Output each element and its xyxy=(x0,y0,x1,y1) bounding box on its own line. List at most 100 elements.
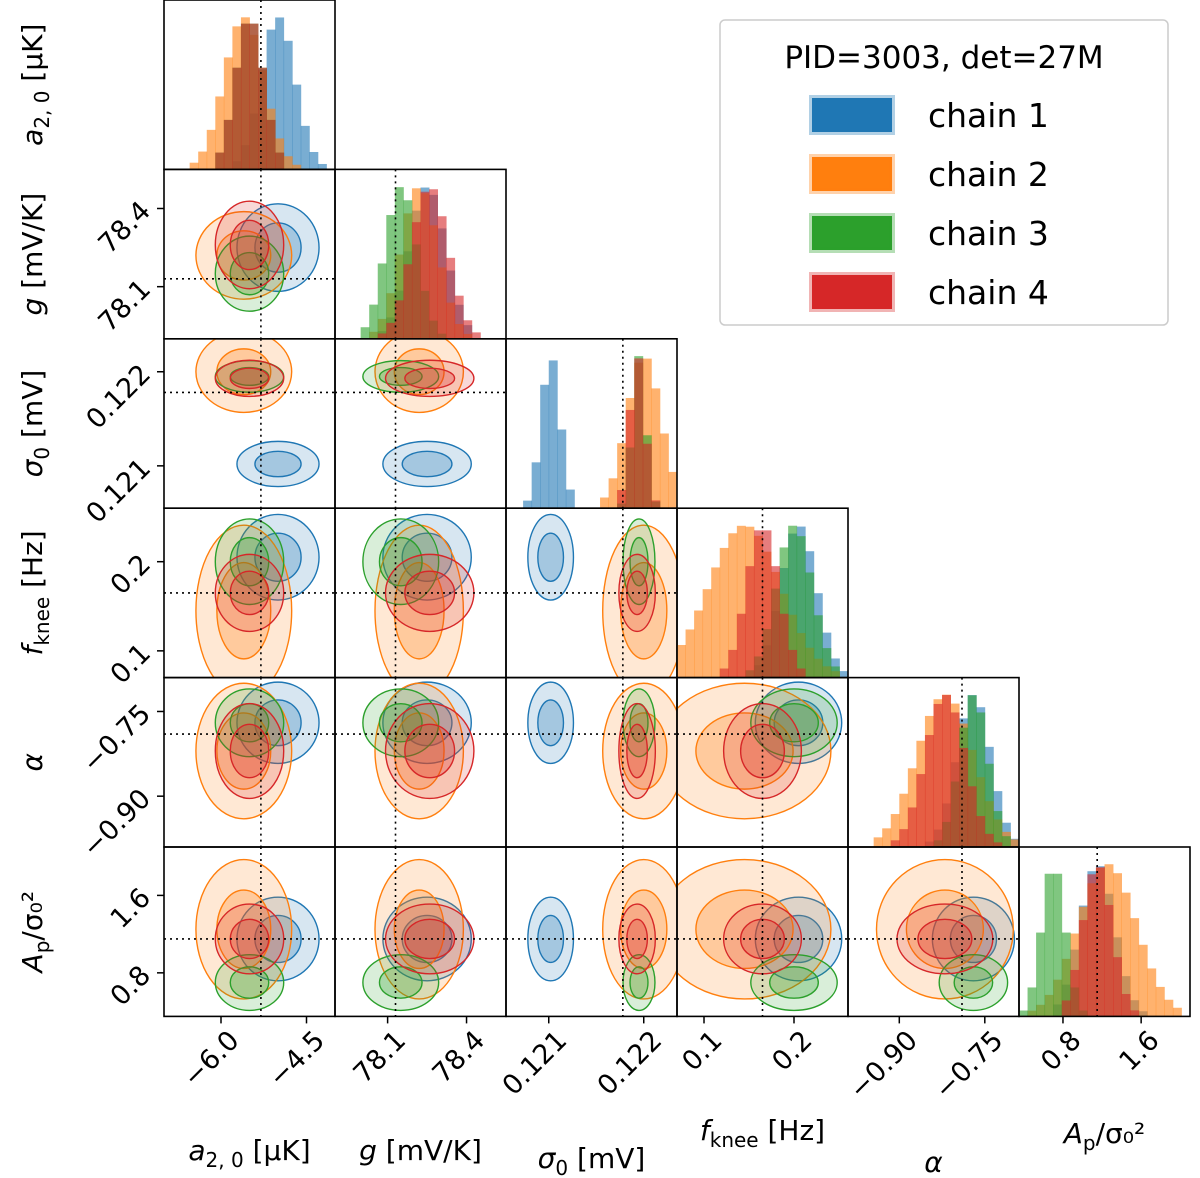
hist-bar xyxy=(232,67,242,170)
contour-outer xyxy=(374,858,465,1000)
y-axis-label-alpha-symbol: α xyxy=(16,753,49,772)
y-tick-label: −0.90 xyxy=(77,783,157,863)
contour-outer xyxy=(677,682,832,820)
contour-outer xyxy=(214,200,285,290)
contour-inner xyxy=(229,219,270,271)
hist-bar xyxy=(394,187,404,339)
hist-bar xyxy=(283,40,293,170)
y-axis-label-fknee: fknee [Hz] xyxy=(16,530,54,655)
hist-bar xyxy=(275,17,285,170)
panel-g-g xyxy=(334,168,507,340)
y-axis-label-a20-unit: [μK] xyxy=(16,24,49,91)
hist-bar xyxy=(198,151,208,170)
contour-outer xyxy=(618,702,657,800)
hist-bar xyxy=(1027,987,1037,1017)
x-axis-label-sigma0-unit: [mV] xyxy=(568,1142,645,1175)
hist-bar xyxy=(984,763,994,847)
x-axis-label-a20-symbol: a xyxy=(188,1134,205,1167)
hist-bar xyxy=(984,833,994,847)
contour-outer xyxy=(938,953,1009,1012)
contour-inner xyxy=(404,570,456,616)
hist-bar xyxy=(1095,867,1105,1017)
panel-Ap-sigma0 xyxy=(505,846,678,1018)
y-axis-label-alpha: α xyxy=(16,753,49,772)
hist-bar xyxy=(736,525,746,678)
hist-bar xyxy=(993,811,1003,847)
y-tick-label: 0.2 xyxy=(105,549,157,601)
x-tick-label: −6.0 xyxy=(177,1025,245,1093)
hist-bar xyxy=(668,471,677,509)
y-axis-label-a20: a2, 0 [μK] xyxy=(16,24,54,146)
hist-bar xyxy=(1044,873,1054,1017)
hist-bar xyxy=(822,648,832,678)
hist-bar xyxy=(959,747,969,847)
x-axis-label-Ap-symbol: A xyxy=(1062,1117,1083,1150)
hist-bar xyxy=(309,151,319,170)
contour-inner xyxy=(537,532,565,583)
hist-bar xyxy=(942,694,951,847)
x-tick-label: −0.75 xyxy=(929,1025,1009,1105)
hist-bar xyxy=(702,589,712,678)
x-tick-label: 78.1 xyxy=(348,1025,412,1089)
x-tick-label: −0.90 xyxy=(843,1025,923,1105)
hist-bar xyxy=(967,786,977,847)
contour-inner xyxy=(216,712,272,790)
panel-sigma0-sigma0 xyxy=(505,337,678,509)
hist-bar xyxy=(1130,918,1140,1017)
legend-entry-label: chain 2 xyxy=(928,155,1049,194)
hist-bar xyxy=(899,793,909,847)
hist-bar xyxy=(728,533,738,678)
contour-outer xyxy=(236,681,320,765)
x-tick-label: −4.5 xyxy=(263,1025,331,1093)
y-axis-label-fknee-subscript: knee xyxy=(30,597,54,646)
y-axis-label-g-symbol: g xyxy=(16,298,49,316)
hist-bar xyxy=(557,429,567,509)
x-axis-label-Ap-unit: /σ₀² xyxy=(1096,1117,1146,1150)
hist-bar xyxy=(933,703,943,847)
x-tick-label: 78.4 xyxy=(427,1025,491,1089)
hist-bar xyxy=(1138,944,1148,1017)
contour-outer xyxy=(374,682,465,820)
contour-outer xyxy=(602,858,677,1000)
y-axis-label-sigma0: σ0 [mV] xyxy=(16,370,54,478)
x-tick-label: 0.2 xyxy=(766,1025,818,1077)
hist-bar xyxy=(916,774,926,847)
hist-bar xyxy=(608,478,618,509)
contour-outer xyxy=(195,210,293,300)
hist-bar xyxy=(796,668,806,678)
contour-outer xyxy=(214,359,285,398)
hist-bar xyxy=(471,332,481,339)
panel-Ap-Ap xyxy=(1018,846,1191,1018)
y-axis-label-Ap-symbol: A xyxy=(16,953,49,974)
panel-fknee-sigma0 xyxy=(505,507,678,679)
hist-bar xyxy=(1172,1007,1182,1017)
y-axis-label-g-unit: [mV/K] xyxy=(16,193,49,298)
legend: PID=3003, det=27M chain 1 chain 2 chain 3 ch… xyxy=(719,19,1169,326)
contour-inner xyxy=(229,723,270,779)
contour-inner xyxy=(229,251,270,296)
contour-outer xyxy=(362,688,440,758)
hist-bar xyxy=(1113,957,1122,1017)
y-tick-label: 0.8 xyxy=(105,960,157,1012)
hist-bar xyxy=(890,840,900,847)
hist-bar xyxy=(779,613,789,678)
hist-bar xyxy=(411,222,421,339)
contour-outer xyxy=(362,953,440,1012)
y-axis-label-a20-symbol: a xyxy=(16,129,49,146)
y-tick-label: 78.1 xyxy=(93,274,157,338)
x-axis-label-a20-subscript: 2, 0 xyxy=(206,1148,244,1172)
hist-bar xyxy=(300,125,310,170)
panel-frame xyxy=(1018,846,1191,1018)
hist-bar xyxy=(762,530,772,678)
hist-bar xyxy=(890,814,900,847)
hist-bar xyxy=(736,613,746,678)
hist-bar xyxy=(1164,999,1174,1017)
contour-outer xyxy=(602,524,677,678)
contour-outer xyxy=(618,553,657,633)
hist-bar xyxy=(386,215,396,339)
hist-bar xyxy=(369,304,379,339)
hist-bar xyxy=(403,264,413,339)
contour-outer xyxy=(382,896,472,982)
hist-bar xyxy=(223,57,233,170)
contour-inner xyxy=(537,914,565,964)
